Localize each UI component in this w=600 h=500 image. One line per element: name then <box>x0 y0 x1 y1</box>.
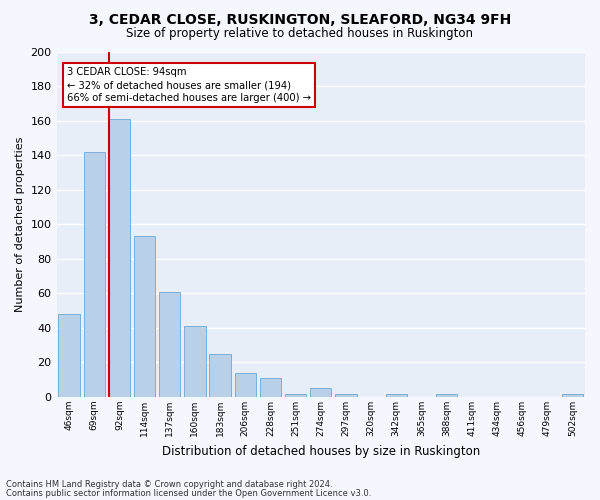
Bar <box>562 394 583 397</box>
Bar <box>159 292 181 397</box>
Bar <box>83 152 105 397</box>
Text: Contains HM Land Registry data © Crown copyright and database right 2024.: Contains HM Land Registry data © Crown c… <box>6 480 332 489</box>
Text: 3, CEDAR CLOSE, RUSKINGTON, SLEAFORD, NG34 9FH: 3, CEDAR CLOSE, RUSKINGTON, SLEAFORD, NG… <box>89 12 511 26</box>
Text: Contains public sector information licensed under the Open Government Licence v3: Contains public sector information licen… <box>6 489 371 498</box>
Bar <box>310 388 331 397</box>
Bar <box>209 354 231 397</box>
Text: Size of property relative to detached houses in Ruskington: Size of property relative to detached ho… <box>127 28 473 40</box>
Bar <box>58 314 80 397</box>
Text: 3 CEDAR CLOSE: 94sqm
← 32% of detached houses are smaller (194)
66% of semi-deta: 3 CEDAR CLOSE: 94sqm ← 32% of detached h… <box>67 67 311 104</box>
Bar <box>134 236 155 397</box>
X-axis label: Distribution of detached houses by size in Ruskington: Distribution of detached houses by size … <box>161 444 480 458</box>
Bar <box>285 394 307 397</box>
Bar <box>436 394 457 397</box>
Bar <box>109 119 130 397</box>
Bar <box>184 326 206 397</box>
Bar <box>235 373 256 397</box>
Bar <box>260 378 281 397</box>
Bar <box>335 394 356 397</box>
Bar <box>386 394 407 397</box>
Y-axis label: Number of detached properties: Number of detached properties <box>15 136 25 312</box>
